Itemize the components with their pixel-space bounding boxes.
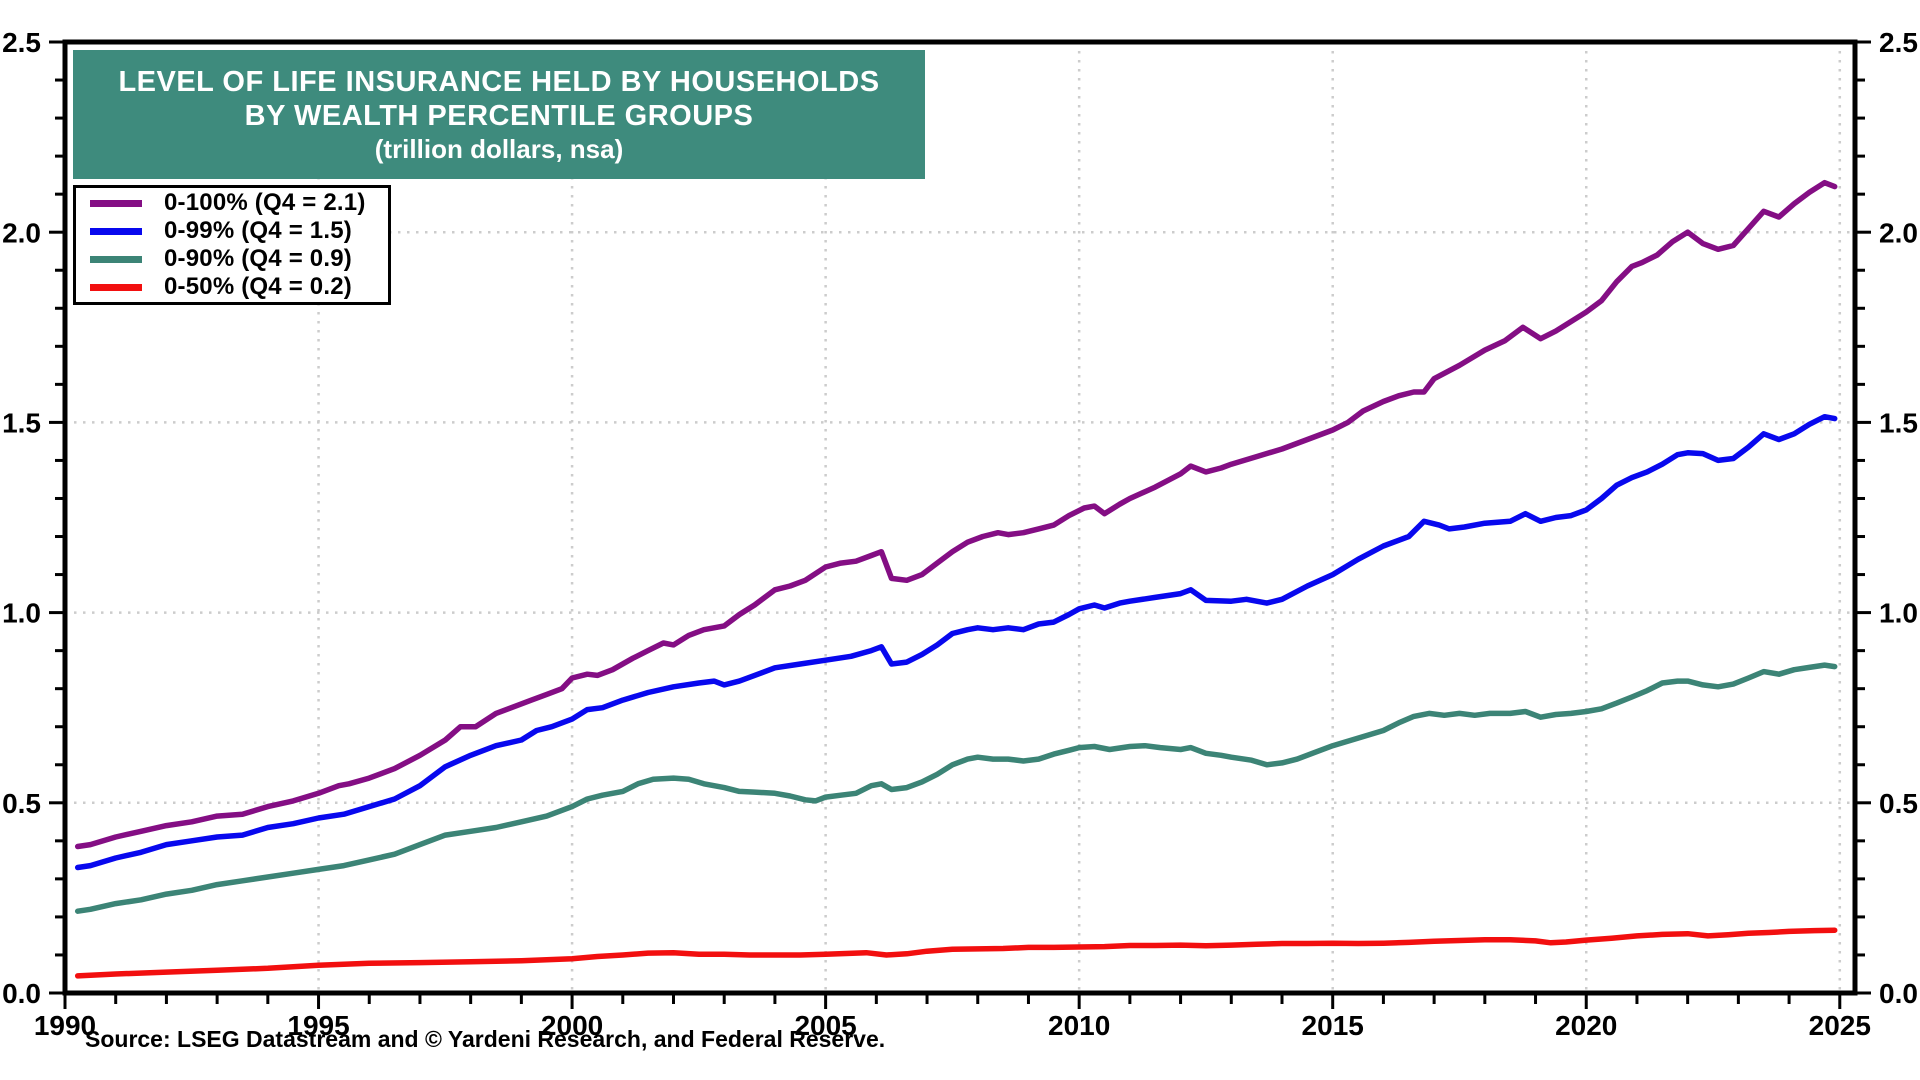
legend-label: 0-99% (Q4 = 1.5) — [164, 217, 352, 244]
legend-label: 0-90% (Q4 = 0.9) — [164, 245, 352, 272]
axis-ticks — [49, 40, 1871, 1009]
x-axis-label: 2025 — [1809, 1010, 1871, 1041]
legend-swatch — [90, 227, 142, 235]
y-axis-label-left: 1.5 — [2, 407, 41, 438]
y-axis-label-right: 2.0 — [1879, 217, 1918, 248]
source-attribution: Source: LSEG Datastream and © Yardeni Re… — [85, 1026, 886, 1052]
legend-item: 0-100% (Q4 = 2.1) — [76, 189, 388, 217]
y-axis-label-left: 2.0 — [2, 217, 41, 248]
x-axis-label: 2010 — [1048, 1010, 1110, 1041]
legend-label: 0-100% (Q4 = 2.1) — [164, 189, 366, 216]
legend-swatch — [90, 199, 142, 207]
axis-labels: 0.0 0.0 0.5 0.5 1.0 1.0 1.5 1.5 2.0 2.0 2.5 2.5 1990… — [2, 27, 1918, 1041]
chart-title-line2: BY WEALTH PERCENTILE GROUPS — [244, 99, 754, 132]
y-axis-label-left: 2.5 — [2, 27, 41, 58]
series-line-0-99% — [74, 413, 1838, 871]
y-axis-label-right: 1.5 — [1879, 407, 1918, 438]
legend-swatch — [90, 283, 142, 291]
series-line-0-50% — [74, 927, 1838, 979]
chart-title-box: LEVEL OF LIFE INSURANCE HELD BY HOUSEHOL… — [73, 50, 925, 179]
y-axis-label-right: 1.0 — [1879, 598, 1918, 629]
chart-title-line1: LEVEL OF LIFE INSURANCE HELD BY HOUSEHOL… — [118, 65, 880, 98]
x-axis-label: 2000 — [541, 1010, 603, 1041]
legend-swatch — [90, 255, 142, 263]
y-axis-label-left: 0.0 — [2, 978, 41, 1009]
x-axis-label: 1995 — [287, 1010, 349, 1041]
x-axis-label: 2020 — [1555, 1010, 1617, 1041]
y-axis-label-right: 0.0 — [1879, 978, 1918, 1009]
legend: 0-100% (Q4 = 2.1) 0-99% (Q4 = 1.5) 0-90% (… — [73, 185, 391, 305]
x-axis-label: 2015 — [1302, 1010, 1364, 1041]
y-axis-label-left: 1.0 — [2, 598, 41, 629]
legend-item: 0-99% (Q4 = 1.5) — [76, 217, 388, 245]
y-axis-label-right: 0.5 — [1879, 788, 1918, 819]
series-line-0-100% — [74, 179, 1838, 850]
x-axis-label: 1990 — [34, 1010, 96, 1041]
legend-item: 0-50% (Q4 = 0.2) — [76, 273, 388, 301]
series-line-0-90% — [74, 662, 1838, 914]
chart-subtitle: (trillion dollars, nsa) — [374, 133, 624, 164]
y-axis-label-right: 2.5 — [1879, 27, 1918, 58]
x-axis-label: 2005 — [794, 1010, 856, 1041]
plot-frame — [62, 39, 1858, 996]
legend-label: 0-50% (Q4 = 0.2) — [164, 273, 352, 300]
y-axis-label-left: 0.5 — [2, 788, 41, 819]
series-lines — [74, 179, 1838, 979]
legend-item: 0-90% (Q4 = 0.9) — [76, 245, 388, 273]
